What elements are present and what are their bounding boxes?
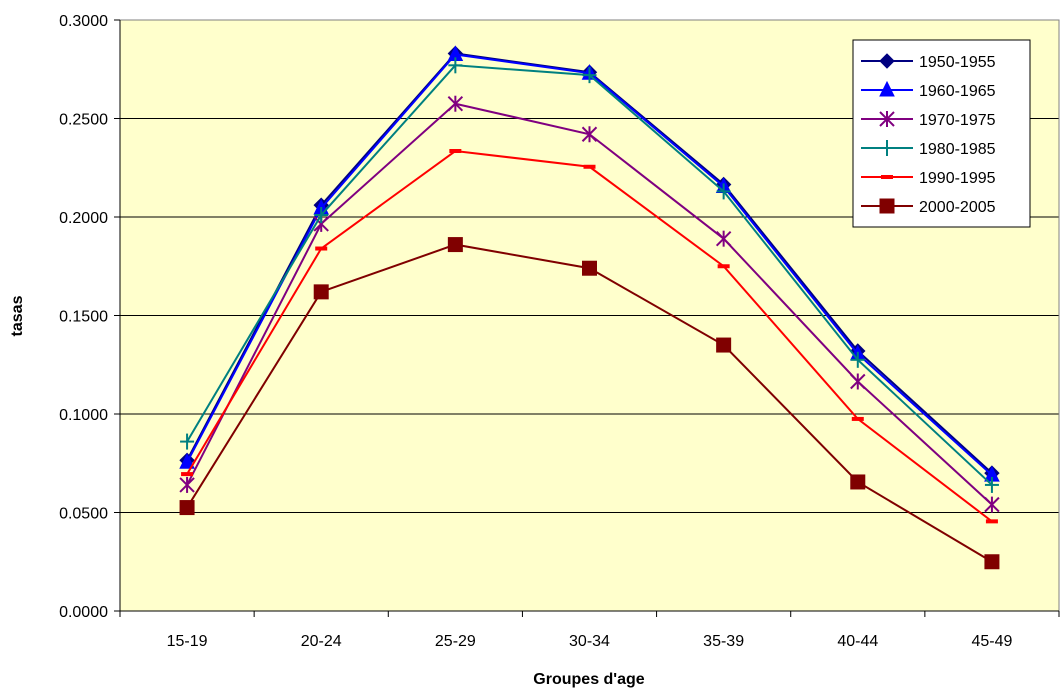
y-tick-label: 0.0500 xyxy=(59,506,108,523)
legend-box xyxy=(852,39,1031,228)
data-point xyxy=(181,472,194,477)
data-point xyxy=(583,164,596,169)
legend-label: 2000-2005 xyxy=(919,199,996,216)
series-2000-2005 xyxy=(179,237,1000,570)
series-1970-1975 xyxy=(179,95,1000,513)
legend-marker xyxy=(880,140,894,156)
data-point-shape xyxy=(716,337,732,353)
data-point-shape xyxy=(984,554,1000,570)
data-point xyxy=(179,476,195,493)
data-point xyxy=(448,57,463,74)
y-tick-label: 0.2500 xyxy=(59,112,108,129)
x-tick-label: 40-44 xyxy=(837,633,878,650)
data-point xyxy=(582,260,597,276)
data-point-shape xyxy=(985,519,998,524)
data-point-shape xyxy=(850,474,866,490)
legend-item: 1980-1985 xyxy=(861,140,996,158)
data-point-shape xyxy=(179,500,195,516)
series-1980-1985 xyxy=(180,57,999,493)
data-point xyxy=(314,207,329,224)
series-group xyxy=(179,45,1000,570)
legend-label: 1960-1965 xyxy=(919,83,996,100)
data-point xyxy=(315,246,328,251)
data-point xyxy=(313,284,329,300)
data-point-shape xyxy=(447,237,463,253)
data-point xyxy=(984,554,1000,570)
data-point xyxy=(850,474,866,490)
data-point xyxy=(716,337,732,353)
data-point xyxy=(581,126,598,143)
legend-marker xyxy=(881,175,893,179)
data-point xyxy=(717,264,730,269)
legend-marker xyxy=(879,53,895,69)
y-tick-label: 0.3000 xyxy=(59,13,108,30)
data-point-shape xyxy=(582,260,597,276)
axes: 0.0000 0.0500 0.1000 0.1500 0.2000 0.2500 0.30… xyxy=(59,13,1060,650)
data-point xyxy=(850,351,865,368)
y-tick-label: 0.2000 xyxy=(59,210,108,227)
legend-marker-shape xyxy=(879,198,895,214)
legend-item: 1990-1995 xyxy=(861,170,996,187)
data-point-shape xyxy=(583,164,596,169)
legend-marker xyxy=(879,80,895,97)
data-point-shape xyxy=(179,453,195,469)
data-point-shape xyxy=(313,284,329,300)
data-point xyxy=(984,476,999,493)
x-tick-label: 30-34 xyxy=(569,633,610,650)
data-point xyxy=(180,433,195,450)
data-point xyxy=(179,453,195,469)
x-axis-title: Groupes d'age xyxy=(533,671,644,688)
data-point xyxy=(985,519,998,524)
x-tick-label: 25-29 xyxy=(435,633,476,650)
legend-item: 1950-1955 xyxy=(861,53,996,71)
x-tick-label: 35-39 xyxy=(703,633,744,650)
x-tick-label: 45-49 xyxy=(971,633,1012,650)
data-point xyxy=(850,373,866,390)
data-point xyxy=(582,67,597,84)
data-point-shape xyxy=(717,264,730,269)
data-point xyxy=(179,500,195,516)
y-tick-label: 0.0000 xyxy=(59,604,108,621)
legend-item: 1970-1975 xyxy=(861,111,996,129)
data-point-shape xyxy=(181,472,194,477)
legend-marker-shape xyxy=(881,175,893,179)
data-point xyxy=(449,149,462,154)
data-point-shape xyxy=(315,246,328,251)
legend-marker xyxy=(879,198,895,214)
legend-item: 1960-1965 xyxy=(861,80,996,100)
legend-marker-shape xyxy=(879,80,895,97)
legend-marker xyxy=(879,111,895,127)
data-point xyxy=(716,183,731,200)
data-point xyxy=(447,95,464,112)
y-axis-title: tasas xyxy=(9,295,26,336)
legend-label: 1970-1975 xyxy=(919,112,996,129)
y-tick-label: 0.1000 xyxy=(59,407,108,424)
data-point xyxy=(984,496,1000,513)
data-point-shape xyxy=(851,416,864,421)
legend-marker-shape xyxy=(879,53,895,69)
data-point-shape xyxy=(449,149,462,154)
legend: 1950-1955 1960-1965 1970-1975 1980-1985 1990… xyxy=(852,39,1031,228)
data-point xyxy=(851,416,864,421)
y-tick-label: 0.1500 xyxy=(59,309,108,326)
legend-label: 1980-1985 xyxy=(919,141,996,158)
data-point xyxy=(447,237,463,253)
data-point xyxy=(715,230,732,247)
legend-label: 1990-1995 xyxy=(919,170,996,187)
x-tick-label: 20-24 xyxy=(301,633,342,650)
legend-label: 1950-1955 xyxy=(919,54,996,71)
legend-item: 2000-2005 xyxy=(861,198,996,216)
x-tick-label: 15-19 xyxy=(167,633,208,650)
series-1990-1995 xyxy=(181,149,998,524)
